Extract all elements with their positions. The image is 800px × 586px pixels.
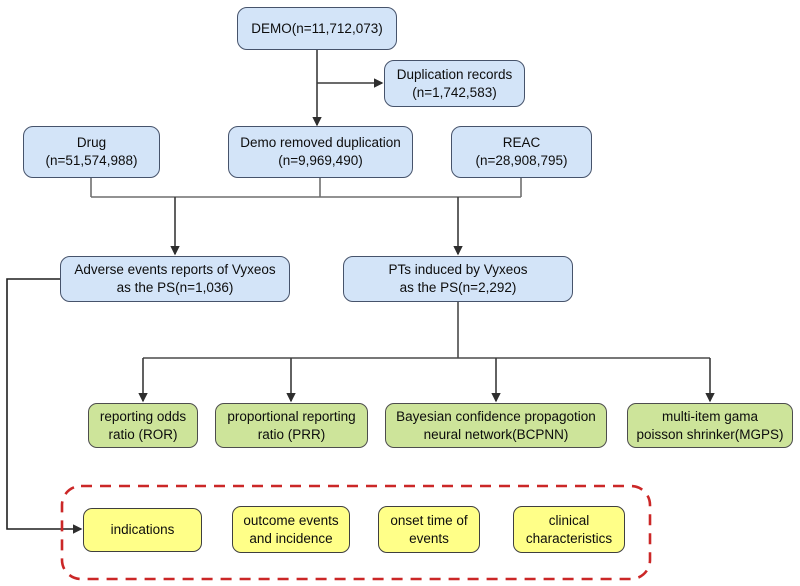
connector-adverse-to-indications	[6, 278, 83, 534]
node-demo-removed-duplication: Demo removed duplication (n=9,969,490)	[228, 126, 413, 178]
node-ror: reporting odds ratio (ROR)	[88, 403, 198, 448]
node-drug: Drug (n=51,574,988)	[23, 126, 160, 178]
node-clinical-characteristics: clinical characteristics	[513, 506, 625, 553]
node-duplication-records: Duplication records (n=1,742,583)	[384, 60, 525, 107]
node-outcome-events: outcome events and incidence	[232, 506, 350, 553]
node-indications: indications	[83, 508, 202, 552]
connector-merge-bus	[90, 178, 522, 198]
connector-methods-bus	[143, 302, 710, 359]
clinical-analysis-group-outline	[60, 484, 652, 581]
node-prr: proportional reporting ratio (PRR)	[215, 403, 368, 448]
node-adverse-events-reports: Adverse events reports of Vyxeos as the …	[60, 256, 290, 302]
node-bcpnn: Bayesian confidence propagotion neural n…	[385, 403, 607, 448]
node-reac: REAC (n=28,908,795)	[451, 126, 592, 178]
node-pts-induced: PTs induced by Vyxeos as the PS(n=2,292)	[343, 256, 573, 302]
node-mgps: multi-item gama poisson shrinker(MGPS)	[627, 403, 793, 448]
node-onset-time: onset time of events	[378, 506, 480, 553]
node-demo: DEMO(n=11,712,073)	[237, 7, 397, 50]
